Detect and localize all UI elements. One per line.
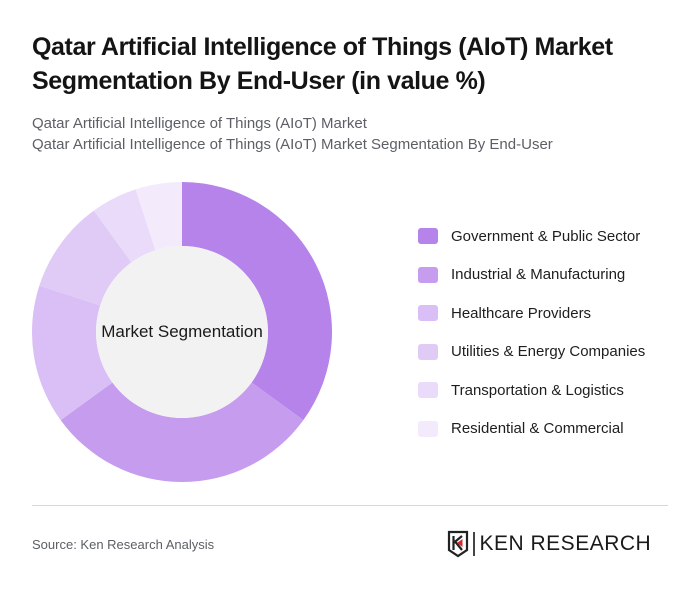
logo-text: KEN RESEARCH [479, 532, 652, 555]
legend-swatch [418, 228, 438, 244]
legend-label: Utilities & Energy Companies [451, 343, 646, 360]
legend-swatch [418, 382, 438, 398]
subtitle-line-2: Qatar Artificial Intelligence of Things … [32, 136, 553, 153]
donut-segment[interactable] [60, 382, 304, 482]
source-note: Source: Ken Research Analysis [32, 537, 215, 552]
legend-swatch [418, 343, 438, 360]
legend-swatch [418, 305, 438, 321]
chart-title: Qatar Artificial Intelligence of Things … [32, 33, 613, 95]
donut-chart [32, 182, 332, 482]
legend-label: Government & Public Sector [451, 227, 641, 245]
legend-item-utilities[interactable]: Utilities & Energy Companies [418, 341, 645, 363]
legend-item-transportation[interactable]: Transportation & Logistics [418, 379, 645, 401]
legend-label: Residential & Commercial [451, 420, 624, 437]
legend-label: Industrial & Manufacturing [451, 266, 626, 283]
subtitle-line-1: Qatar Artificial Intelligence of Things … [32, 115, 367, 132]
legend-item-industrial[interactable]: Industrial & Manufacturing [418, 264, 645, 286]
legend-item-government[interactable]: Government & Public Sector [418, 225, 645, 247]
chart-subtitle: Qatar Artificial Intelligence of Things … [32, 113, 553, 155]
footer-divider [32, 505, 668, 506]
legend-swatch [418, 266, 438, 283]
ken-research-logo: KEN RESEARCH [447, 530, 651, 558]
legend-item-healthcare[interactable]: Healthcare Providers [418, 302, 645, 324]
legend-label: Transportation & Logistics [451, 381, 624, 399]
donut-segment[interactable] [32, 285, 113, 421]
logo-separator [473, 532, 475, 556]
donut-segment[interactable] [39, 210, 132, 306]
donut-segment[interactable] [93, 189, 156, 263]
chart-legend: Government & Public Sector Industrial & … [418, 225, 645, 456]
donut-segment[interactable] [135, 182, 182, 251]
legend-label: Healthcare Providers [451, 304, 592, 322]
legend-item-residential[interactable]: Residential & Commercial [418, 418, 645, 440]
legend-swatch [418, 420, 438, 437]
donut-hole [96, 246, 268, 418]
donut-segment[interactable] [182, 182, 332, 421]
ken-shield-icon [447, 530, 469, 558]
